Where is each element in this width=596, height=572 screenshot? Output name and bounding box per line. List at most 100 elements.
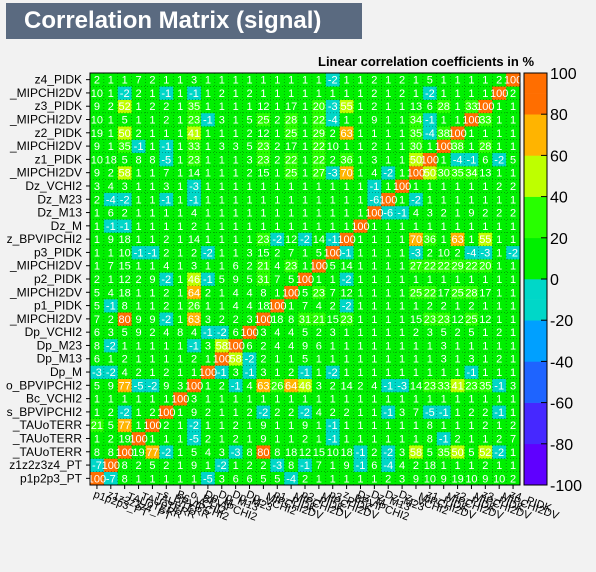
heatmap-cell xyxy=(506,232,521,247)
cell-value-label: 5 xyxy=(302,287,308,299)
colorbar-band xyxy=(524,114,547,136)
heatmap-cell xyxy=(492,285,507,300)
cell-value-label: 3 xyxy=(191,75,197,87)
cell-value-label: 3 xyxy=(441,354,447,366)
cell-value-label: 1 xyxy=(108,128,114,140)
heatmap-cell xyxy=(464,285,479,300)
cell-value-label: 1 xyxy=(413,75,419,87)
cell-value-label: 6 xyxy=(108,208,114,220)
cell-value-label: 100 xyxy=(337,234,355,246)
cell-value-label: 1 xyxy=(163,208,169,220)
cell-value-label: 9 xyxy=(302,340,308,352)
heatmap-cell xyxy=(103,418,119,433)
cell-value-label: 18 xyxy=(105,154,117,166)
colorbar-band xyxy=(524,340,547,362)
heatmap-cell xyxy=(339,352,354,366)
cell-value-label: 1 xyxy=(108,88,114,100)
cell-value-label: 1 xyxy=(330,181,336,193)
heatmap-cell xyxy=(117,166,132,180)
heatmap-cell xyxy=(325,272,340,286)
heatmap-cell xyxy=(492,99,507,114)
heatmap-cell xyxy=(325,245,340,260)
heatmap-cell xyxy=(464,112,479,127)
cell-value-label: 1 xyxy=(455,181,461,193)
cell-value-label: 1 xyxy=(399,274,405,286)
heatmap-cell xyxy=(409,285,424,300)
cell-value-label: 1 xyxy=(344,433,350,445)
heatmap-cell xyxy=(450,245,465,260)
cell-value-label: 2 xyxy=(246,128,252,140)
cell-value-label: 12 xyxy=(285,234,297,246)
cell-value-label: 1 xyxy=(149,234,155,246)
heatmap-cell xyxy=(214,166,230,180)
cell-value-label: 1 xyxy=(357,340,363,352)
heatmap-cell xyxy=(381,405,396,419)
heatmap-cell xyxy=(200,285,216,300)
heatmap-cell xyxy=(367,152,382,167)
cell-value-label: 12 xyxy=(479,314,491,326)
cell-value-label: 1 xyxy=(177,247,183,259)
cell-value-label: 1 xyxy=(441,367,447,379)
heatmap-cell xyxy=(228,458,243,473)
cell-value-label: 9 xyxy=(371,115,377,127)
cell-value-label: 1 xyxy=(427,181,433,193)
heatmap-cell xyxy=(131,458,146,473)
heatmap-cell xyxy=(159,352,174,366)
cell-value-label: 1 xyxy=(496,101,502,113)
heatmap-cell xyxy=(256,391,271,406)
cell-value-label: 2 xyxy=(427,247,433,259)
cell-value-label: 1 xyxy=(510,327,516,339)
heatmap-cell xyxy=(187,192,202,207)
cell-value-label: -2 xyxy=(203,247,213,259)
cell-value-label: 1 xyxy=(219,194,225,206)
heatmap-cell xyxy=(214,325,230,340)
heatmap-cell xyxy=(103,259,119,273)
cell-value-label: 2 xyxy=(274,247,280,259)
heatmap-cell xyxy=(284,325,299,340)
heatmap-cell xyxy=(436,298,451,313)
heatmap-cell xyxy=(436,338,451,353)
heatmap-cell xyxy=(478,352,493,366)
cell-value-label: -2 xyxy=(342,301,352,313)
cell-value-label: 1 xyxy=(205,380,211,392)
cell-value-label: 1 xyxy=(441,115,447,127)
cell-value-label: -3 xyxy=(328,101,338,113)
heatmap-cell xyxy=(284,192,299,207)
cell-value-label: 31 xyxy=(257,274,269,286)
cell-value-label: 33 xyxy=(188,141,200,153)
cell-value-label: 1 xyxy=(496,234,502,246)
cell-value-label: 5 xyxy=(427,447,433,459)
cell-value-label: 2 xyxy=(135,88,141,100)
cell-value-label: 2 xyxy=(510,420,516,432)
cell-value-label: 1 xyxy=(260,75,266,87)
cell-value-label: 1 xyxy=(219,287,225,299)
cell-value-label: 4 xyxy=(413,208,419,220)
heatmap-cell xyxy=(464,139,479,154)
cell-value-label: 1 xyxy=(205,460,211,472)
cell-value-label: -4 xyxy=(286,473,296,485)
cell-value-label: 1 xyxy=(94,234,100,246)
cell-value-label: 52 xyxy=(119,101,131,113)
heatmap-cell xyxy=(103,272,119,286)
heatmap-cell xyxy=(145,352,160,366)
heatmap-cell xyxy=(228,298,243,313)
heatmap-cell xyxy=(422,418,438,433)
heatmap-cell xyxy=(436,418,451,433)
cell-value-label: 1 xyxy=(163,128,169,140)
cell-value-label: 1 xyxy=(219,101,225,113)
cell-value-label: 1 xyxy=(371,327,377,339)
cell-value-label: 1 xyxy=(177,460,183,472)
cell-value-label: 1 xyxy=(371,394,377,406)
heatmap-cell xyxy=(506,285,521,300)
heatmap-cell xyxy=(90,458,105,473)
cell-value-label: -1 xyxy=(134,141,144,153)
cell-value-label: -1 xyxy=(120,221,130,233)
heatmap-cell xyxy=(436,112,451,127)
cell-value-label: 80 xyxy=(119,314,131,326)
cell-value-label: 9 xyxy=(441,473,447,485)
heatmap-cell xyxy=(256,458,271,473)
cell-value-label: 1 xyxy=(344,327,350,339)
cell-value-label: 1 xyxy=(149,208,155,220)
heatmap-cell xyxy=(256,112,271,127)
cell-value-label: 7 xyxy=(510,433,516,445)
